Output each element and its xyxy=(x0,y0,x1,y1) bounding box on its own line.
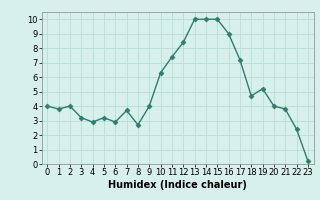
X-axis label: Humidex (Indice chaleur): Humidex (Indice chaleur) xyxy=(108,180,247,190)
